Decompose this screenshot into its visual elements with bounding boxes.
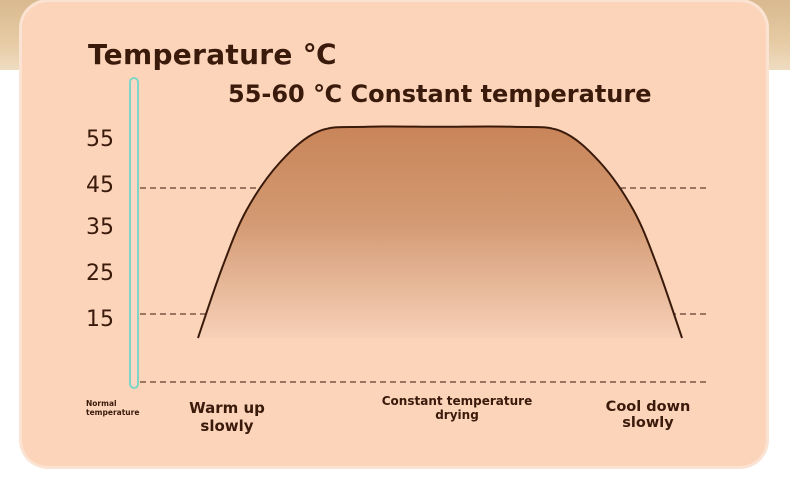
y-tick-45: 45 [86,173,114,198]
stage-normal-temperature: Normal temperature [86,399,140,417]
y-tick-15: 15 [86,307,114,332]
chart-subtitle: 55-60 ℃ Constant temperature [228,80,652,108]
curve-area-fill [198,126,682,338]
temperature-curve [197,125,683,339]
chart-title: Temperature ℃ [88,38,337,71]
y-tick-35: 35 [86,215,114,240]
y-tick-25: 25 [86,261,114,286]
stage-cool-down: Cool down slowly [605,399,691,431]
stage-constant-drying: Constant temperature drying [381,394,533,422]
y-tick-55: 55 [86,127,114,152]
stage-warm-up: Warm up slowly [189,399,265,435]
thermometer-bar [129,77,139,389]
